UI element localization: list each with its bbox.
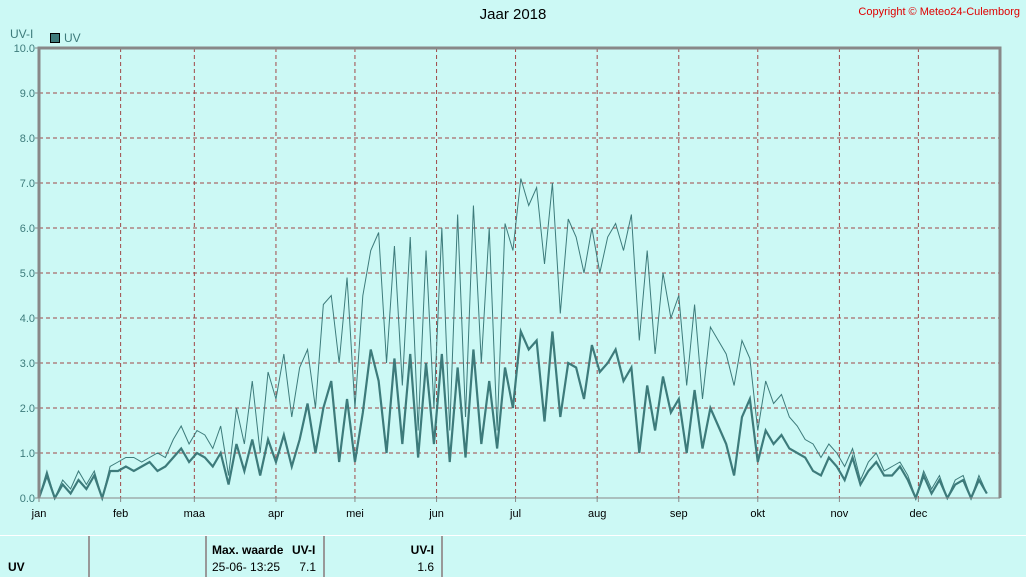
y-tick-label: 3.0 xyxy=(20,358,35,370)
copyright: Copyright © Meteo24-Culemborg xyxy=(858,6,1020,18)
legend-label: UV xyxy=(64,31,81,45)
x-tick-label: maa xyxy=(184,508,206,520)
x-tick-label: jul xyxy=(509,508,521,520)
y-tick-label: 5.0 xyxy=(20,268,35,280)
x-tick-label: jun xyxy=(428,508,444,520)
max-unit: UV-I xyxy=(292,543,316,557)
series-line-avg xyxy=(37,327,988,502)
max-value: 7.1 xyxy=(299,560,316,574)
chart-title: Jaar 2018 xyxy=(479,6,547,23)
y-tick-label: 0.0 xyxy=(20,493,35,505)
max-header: Max. waarde xyxy=(212,543,284,557)
y-tick-label: 2.0 xyxy=(20,403,35,415)
row-label: UV xyxy=(8,560,25,574)
x-tick-label: okt xyxy=(750,508,765,520)
y-tick-label: 8.0 xyxy=(20,133,35,145)
y-tick-label: 6.0 xyxy=(20,223,35,235)
plot-frame xyxy=(37,46,1002,498)
x-tick-label: dec xyxy=(910,508,928,520)
x-tick-label: sep xyxy=(670,508,688,520)
avg-value: 1.6 xyxy=(417,560,434,574)
series-line-max xyxy=(38,178,988,500)
x-tick-label: apr xyxy=(268,508,284,520)
summary-table: UV Max. waarde UV-I 25-06- 13:25 7.1 UV-… xyxy=(0,535,1026,577)
y-tick-label: 7.0 xyxy=(20,178,35,190)
y-tick-label: 9.0 xyxy=(20,88,35,100)
max-datetime: 25-06- 13:25 xyxy=(212,560,281,574)
legend-swatch xyxy=(50,33,60,43)
avg-unit: UV-I xyxy=(410,543,434,557)
x-tick-label: mei xyxy=(346,508,364,520)
x-tick-label: nov xyxy=(831,508,849,520)
y-axis-label: UV-I xyxy=(10,27,33,41)
x-tick-label: feb xyxy=(113,508,128,520)
y-tick-label: 4.0 xyxy=(20,313,35,325)
x-tick-label: aug xyxy=(588,508,606,520)
y-tick-label: 10.0 xyxy=(14,43,35,55)
x-tick-label: jan xyxy=(31,508,47,520)
y-tick-label: 1.0 xyxy=(20,448,35,460)
uv-chart: 0.0 1.0 2.0 3.0 4.0 5.0 6.0 7.0 8.0 9.0 10.0 jan feb… xyxy=(10,27,1002,520)
